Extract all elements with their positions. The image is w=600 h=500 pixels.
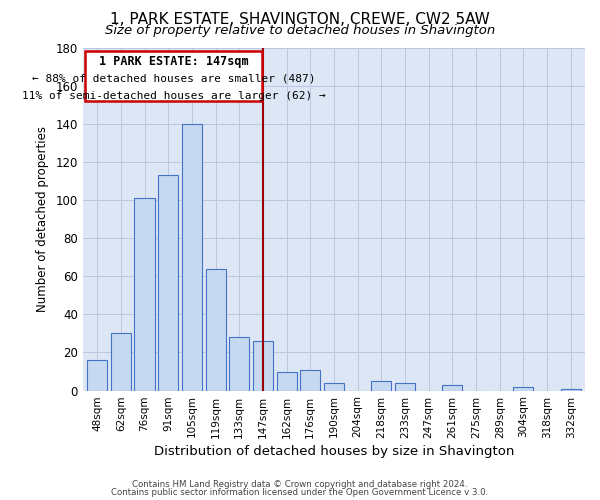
Bar	[158, 175, 178, 390]
Bar	[395, 383, 415, 390]
Bar	[561, 388, 581, 390]
Bar	[324, 383, 344, 390]
Text: 1 PARK ESTATE: 147sqm: 1 PARK ESTATE: 147sqm	[99, 55, 248, 68]
Bar	[277, 372, 296, 390]
Text: 11% of semi-detached houses are larger (62) →: 11% of semi-detached houses are larger (…	[22, 92, 325, 102]
Bar	[134, 198, 155, 390]
Text: Contains HM Land Registry data © Crown copyright and database right 2024.: Contains HM Land Registry data © Crown c…	[132, 480, 468, 489]
Bar	[87, 360, 107, 390]
Bar	[300, 370, 320, 390]
Text: Size of property relative to detached houses in Shavington: Size of property relative to detached ho…	[105, 24, 495, 37]
Bar	[206, 268, 226, 390]
Bar	[182, 124, 202, 390]
Bar	[111, 334, 131, 390]
Bar	[253, 341, 273, 390]
Y-axis label: Number of detached properties: Number of detached properties	[36, 126, 49, 312]
Bar	[229, 337, 250, 390]
Bar	[514, 387, 533, 390]
Text: Contains public sector information licensed under the Open Government Licence v : Contains public sector information licen…	[112, 488, 488, 497]
Text: 1, PARK ESTATE, SHAVINGTON, CREWE, CW2 5AW: 1, PARK ESTATE, SHAVINGTON, CREWE, CW2 5…	[110, 12, 490, 28]
FancyBboxPatch shape	[85, 52, 262, 101]
Bar	[371, 381, 391, 390]
Text: ← 88% of detached houses are smaller (487): ← 88% of detached houses are smaller (48…	[32, 73, 316, 83]
Bar	[442, 385, 463, 390]
X-axis label: Distribution of detached houses by size in Shavington: Distribution of detached houses by size …	[154, 444, 514, 458]
